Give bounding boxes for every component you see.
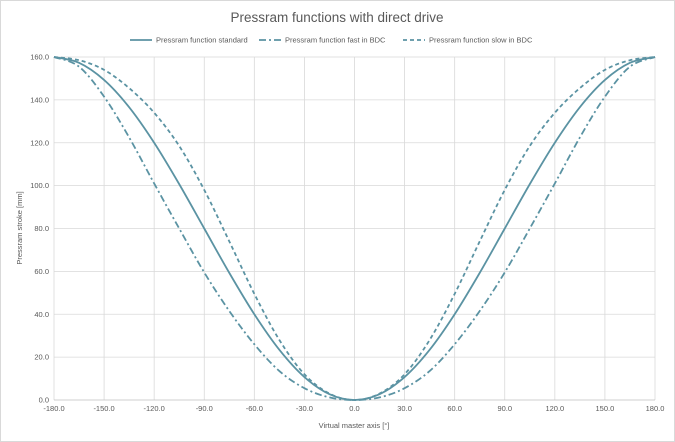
y-tick-label: 80.0 bbox=[34, 224, 49, 233]
x-tick-label: -120.0 bbox=[144, 404, 165, 413]
legend: Pressram function standard Pressram funct… bbox=[130, 36, 533, 45]
y-tick-label: 40.0 bbox=[34, 310, 49, 319]
x-tick-label: 180.0 bbox=[646, 404, 665, 413]
y-axis-title: Pressram stroke [mm] bbox=[15, 191, 24, 264]
grid bbox=[53, 56, 656, 400]
legend-label-2: Pressram function fast in BDC bbox=[285, 36, 386, 45]
x-tick-label: 60.0 bbox=[447, 404, 462, 413]
x-tick-label: -60.0 bbox=[246, 404, 263, 413]
series-line-3 bbox=[53, 56, 656, 401]
legend-label-1: Pressram function standard bbox=[156, 36, 248, 45]
legend-label-3: Pressram function slow in BDC bbox=[429, 36, 533, 45]
y-tick-label: 160.0 bbox=[30, 53, 49, 62]
x-axis-title: Virtual master axis [°] bbox=[319, 421, 390, 430]
y-tick-label: 100.0 bbox=[30, 181, 49, 190]
x-tick-label: 0.0 bbox=[349, 404, 359, 413]
y-tick-label: 140.0 bbox=[30, 95, 49, 104]
y-tick-label: 60.0 bbox=[34, 267, 49, 276]
y-tick-label: 20.0 bbox=[34, 353, 49, 362]
x-tick-label: -30.0 bbox=[296, 404, 313, 413]
x-tick-label: -150.0 bbox=[93, 404, 114, 413]
x-tick-label: 120.0 bbox=[545, 404, 564, 413]
x-tick-label: 90.0 bbox=[497, 404, 512, 413]
y-tick-label: 120.0 bbox=[30, 138, 49, 147]
x-tick-label: 150.0 bbox=[596, 404, 615, 413]
x-tick-labels: -180.0 -150.0 -120.0 -90.0 -60.0 -30.0 0.0 30.0… bbox=[43, 404, 664, 413]
y-tick-label: 0.0 bbox=[39, 396, 49, 405]
series-lines bbox=[53, 56, 656, 401]
x-tick-label: -90.0 bbox=[196, 404, 213, 413]
x-tick-label: 30.0 bbox=[397, 404, 412, 413]
chart-title: Pressram functions with direct drive bbox=[230, 10, 443, 25]
y-tick-labels: 0.0 20.0 40.0 60.0 80.0 100.0 120.0 140.0 160.0 bbox=[30, 53, 49, 405]
x-tick-label: -180.0 bbox=[43, 404, 64, 413]
